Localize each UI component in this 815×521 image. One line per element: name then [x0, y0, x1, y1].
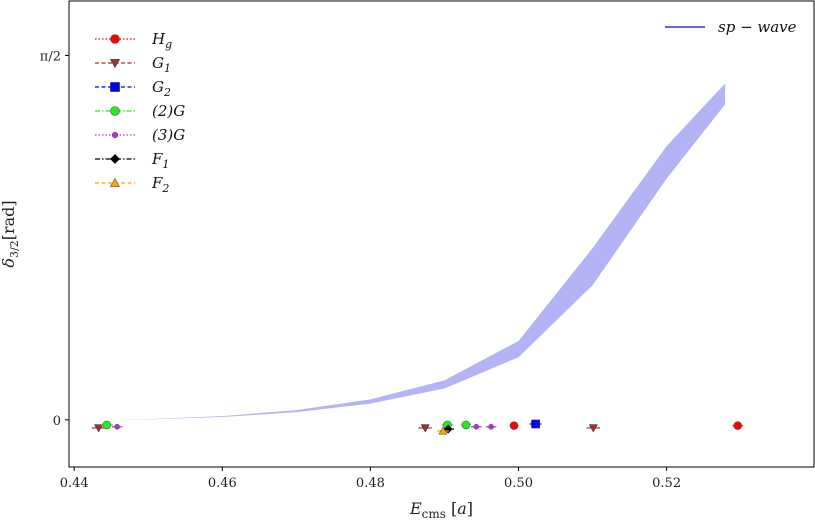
legend-label-main: F — [151, 174, 163, 192]
series-4-points — [111, 423, 497, 430]
legend-entry-5: F1 — [95, 150, 169, 171]
x-axis-title-unit-symbol: a — [457, 499, 467, 518]
sp-wave-band-layer — [98, 83, 726, 420]
legend-entry-4: (3)G — [95, 126, 185, 144]
x-axis-title-unit: [ — [446, 499, 457, 518]
y-axis-title: δ3/2[rad] — [0, 200, 21, 267]
legend-marker — [111, 131, 119, 139]
legend-label: G1 — [152, 54, 171, 75]
legend-label: (2)G — [152, 102, 185, 120]
x-tick-label: 0.52 — [652, 476, 681, 491]
legend-label: F2 — [151, 174, 169, 195]
legend-label-sub: 1 — [162, 158, 169, 171]
axis-titles: Ecms [a] δ3/2[rad] — [0, 200, 473, 521]
x-tick-label: 0.46 — [208, 476, 237, 491]
data-point — [531, 419, 540, 429]
legend-marker — [109, 177, 121, 187]
series-2-points — [529, 419, 542, 429]
legend-label: F1 — [151, 150, 169, 171]
band-legend-label: sp − wave — [718, 18, 797, 36]
x-tick-label: 0.50 — [504, 476, 533, 491]
legend-label-sub: 2 — [161, 182, 169, 195]
x-tick-label: 0.48 — [356, 476, 385, 491]
data-point — [438, 426, 448, 435]
legend-label-main: G — [152, 54, 164, 72]
x-tick-label: 0.44 — [60, 476, 89, 491]
y-axis-title-main: δ — [0, 258, 18, 268]
legend-entry-3: (2)G — [95, 102, 185, 120]
data-point — [488, 423, 494, 430]
legend-marker — [109, 59, 121, 69]
y-tick-label: 0 — [53, 414, 61, 429]
legend-label: (3)G — [152, 126, 185, 144]
legend-label-main: H — [151, 30, 166, 48]
legend-marker — [110, 34, 120, 44]
x-axis-title-main: E — [409, 499, 422, 518]
x-axis-title: Ecms [a] — [409, 499, 473, 521]
data-point — [114, 423, 120, 430]
y-axis: 0 π/2 — [40, 49, 69, 429]
band-legend: sp − wave — [665, 18, 797, 36]
legend-entry-1: G1 — [95, 54, 171, 75]
data-point — [94, 424, 104, 433]
legend-label-main: G — [152, 78, 164, 96]
data-point — [588, 424, 598, 433]
y-axis-title-sub: 3/2 — [8, 240, 21, 258]
series-0-points — [509, 421, 743, 430]
data-point — [102, 420, 112, 430]
data-point — [473, 423, 480, 430]
legend-entry-0: Hg — [95, 30, 172, 51]
legend-marker — [110, 154, 120, 164]
x-axis: 0.44 0.46 0.48 0.50 0.52 — [60, 467, 681, 491]
series-1-points — [91, 424, 600, 433]
x-axis-title-unit-close: ] — [467, 499, 473, 518]
legend-label-main: F — [151, 150, 163, 168]
series-3-points — [100, 420, 472, 430]
legend-entry-6: F2 — [95, 174, 169, 195]
y-axis-title-unit: [rad] — [0, 200, 18, 240]
legend-entry-2: G2 — [95, 78, 171, 99]
legend-label-main: (3)G — [152, 126, 185, 144]
data-point — [509, 421, 519, 430]
data-point — [733, 421, 743, 430]
legend-label-sub: g — [165, 38, 172, 51]
y-tick-label: π/2 — [40, 49, 61, 64]
sp-wave-band — [98, 83, 726, 420]
legend-marker — [110, 82, 120, 92]
data-point — [461, 420, 471, 430]
plot-frame — [68, 0, 815, 468]
data-points-layer — [91, 419, 743, 435]
legend-label: Hg — [151, 30, 172, 51]
legend-marker — [110, 106, 120, 116]
legend-label-sub: 1 — [164, 62, 171, 75]
legend-label-main: (2)G — [152, 102, 185, 120]
legend-label: G2 — [152, 78, 171, 99]
series-6-points — [437, 426, 449, 435]
legend-label-sub: 2 — [163, 86, 171, 99]
data-point — [420, 424, 430, 433]
x-axis-title-sub: cms — [422, 507, 446, 521]
